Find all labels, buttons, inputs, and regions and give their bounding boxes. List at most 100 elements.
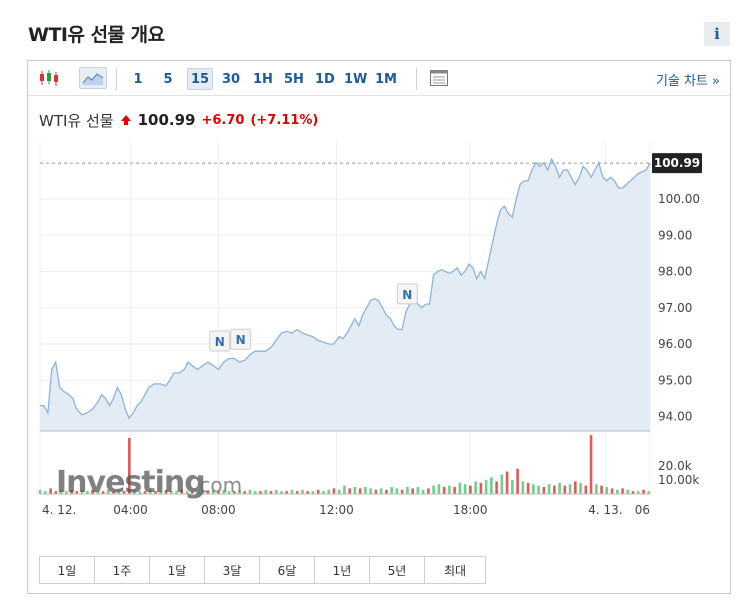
price-change: +6.70 — [201, 112, 245, 128]
interval-1h[interactable]: 1H — [253, 71, 273, 87]
volume-bar — [495, 481, 498, 494]
volume-bar — [327, 489, 331, 494]
volume-bar — [516, 468, 519, 494]
range-3m[interactable]: 3달 — [205, 557, 260, 583]
news-marker — [209, 330, 231, 352]
volume-bar — [133, 489, 136, 494]
x-tick-label: 18:00 — [453, 503, 488, 517]
volume-bar — [469, 485, 472, 494]
volume-bar — [458, 482, 462, 494]
volume-bar — [369, 488, 372, 494]
interval-1[interactable]: 1 — [133, 71, 143, 87]
volume-bar — [411, 488, 414, 494]
volume-bar — [185, 491, 189, 494]
volume-bar — [311, 491, 315, 494]
x-tick-label: 12:00 — [319, 503, 354, 517]
volume-bar — [463, 484, 467, 494]
volume-bar — [343, 485, 346, 494]
y-tick-label: 98.00 — [658, 265, 692, 279]
volume-bar — [626, 489, 630, 494]
interval-1w[interactable]: 1W — [344, 71, 368, 87]
up-arrow-icon — [120, 115, 131, 125]
volume-bar — [164, 489, 168, 494]
range-6m[interactable]: 6달 — [260, 557, 315, 583]
volume-bar — [306, 491, 310, 494]
interval-5[interactable]: 5 — [163, 71, 173, 87]
volume-bar — [70, 489, 73, 494]
volume-bar — [616, 489, 619, 494]
investing-watermark-suffix: .com — [193, 473, 242, 497]
volume-bar — [500, 474, 504, 494]
area-chart-icon[interactable] — [79, 67, 107, 89]
volume-bar — [148, 489, 152, 494]
volume-bar — [584, 485, 588, 494]
volume-bar — [190, 491, 194, 494]
volume-bar — [80, 489, 84, 494]
x-tick-label: 4. 12. — [42, 503, 76, 517]
volume-bar — [521, 481, 525, 494]
volume-bar — [358, 488, 362, 494]
volume-bar — [400, 489, 404, 494]
last-price-badge-label: 100.99 — [654, 156, 700, 170]
volume-bar — [222, 489, 226, 494]
volume-bar — [243, 491, 247, 494]
range-1d[interactable]: 1일 — [40, 557, 95, 583]
volume-bar — [427, 488, 430, 494]
volume-bar — [558, 482, 561, 494]
interval-1m[interactable]: 1M — [375, 71, 397, 87]
range-1m[interactable]: 1달 — [150, 557, 205, 583]
x-tick-label: 4. 13. — [588, 503, 622, 517]
news-marker-label: N — [236, 333, 246, 347]
volume-bar — [395, 488, 399, 494]
volume-bar — [421, 489, 425, 494]
volume-bar — [269, 491, 273, 494]
range-1w[interactable]: 1주 — [95, 557, 150, 583]
volume-bar — [332, 488, 336, 494]
x-tick-label: 08:00 — [201, 503, 236, 517]
volume-bar — [532, 484, 535, 494]
volume-bar — [238, 489, 241, 494]
volume-bar — [647, 491, 651, 494]
volume-bar — [406, 487, 409, 494]
last-price: 100.99 — [137, 111, 196, 129]
volume-bar — [316, 489, 320, 494]
volume-bar — [75, 491, 79, 494]
volume-bar — [112, 491, 115, 494]
volume-bar — [479, 482, 483, 494]
range-1y[interactable]: 1년 — [315, 557, 370, 583]
news-marker-label: N — [215, 335, 225, 349]
interval-1d[interactable]: 1D — [315, 71, 335, 87]
chart-toolbar: 1 5 15 30 1H 5H 1D 1W 1M 기술 차트 » — [28, 61, 730, 96]
volume-bar — [416, 487, 420, 494]
candlestick-icon[interactable] — [36, 67, 62, 89]
volume-bar — [295, 491, 299, 494]
volume-bar — [211, 489, 215, 494]
info-icon[interactable]: i — [704, 22, 730, 46]
interval-15[interactable]: 15 — [187, 68, 214, 90]
technical-chart-link[interactable]: 기술 차트 » — [655, 74, 720, 89]
price-chart[interactable]: 94.00 95.00 96.00 97.00 98.00 99.00 100.00 100.… — [28, 61, 730, 531]
volume-bar — [280, 491, 283, 494]
volume-bar — [101, 491, 105, 494]
volume-bar — [65, 491, 68, 494]
volume-bar — [437, 484, 441, 494]
range-5y[interactable]: 5년 — [370, 557, 425, 583]
volume-bar — [432, 485, 435, 494]
range-max[interactable]: 최대 — [443, 563, 467, 578]
volume-bar — [642, 489, 645, 494]
volume-bar — [379, 488, 383, 494]
volume-bar — [505, 471, 509, 494]
time-range-selector: 1일 1주 1달 3달 6달 1년 5년 최대 — [39, 556, 486, 584]
volume-bar — [348, 488, 351, 494]
volume-bar — [595, 484, 598, 494]
volume-bar — [253, 491, 257, 494]
interval-30[interactable]: 30 — [222, 71, 241, 87]
volume-bar — [385, 489, 388, 494]
interval-5h[interactable]: 5H — [284, 71, 304, 87]
volume-bar — [574, 481, 577, 494]
x-tick-label: 04:00 — [113, 503, 148, 517]
volume-bar — [128, 438, 131, 494]
data-table-icon[interactable] — [426, 67, 452, 89]
volume-bar — [322, 491, 325, 494]
price-change-percent: (+7.11%) — [250, 112, 319, 128]
